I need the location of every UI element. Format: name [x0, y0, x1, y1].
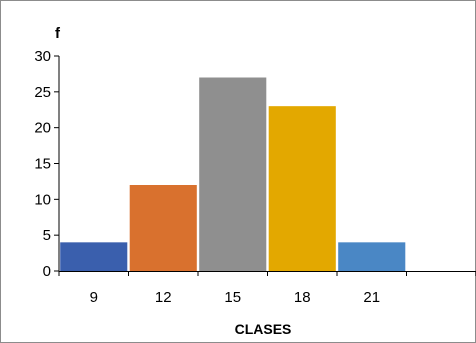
bar-9	[60, 242, 128, 271]
y-tick-label: 30	[34, 48, 51, 65]
bar-12	[129, 185, 197, 271]
y-axis-label: f	[55, 25, 61, 42]
x-tick-label: 15	[224, 289, 241, 306]
x-tick-label: 12	[155, 289, 172, 306]
y-tick-label: 10	[34, 191, 51, 208]
bar-15	[199, 77, 267, 271]
y-tick-label: 0	[43, 263, 51, 280]
y-tick-label: 15	[34, 156, 51, 173]
y-tick-label: 20	[34, 120, 51, 137]
y-tick-label: 5	[43, 227, 51, 244]
x-tick-label: 9	[90, 289, 98, 306]
x-axis-label: CLASES	[235, 321, 292, 337]
bars-group	[60, 77, 406, 272]
x-ticks-group: 9 12 15 18 21	[58, 271, 476, 306]
y-ticks-group: 0 5 10 15 20 25 30	[34, 48, 59, 280]
y-tick-label: 25	[34, 84, 51, 101]
x-tick-label: 18	[294, 289, 311, 306]
x-tick-label: 21	[363, 289, 380, 306]
bar-21	[338, 242, 406, 271]
bar-18	[268, 106, 336, 272]
